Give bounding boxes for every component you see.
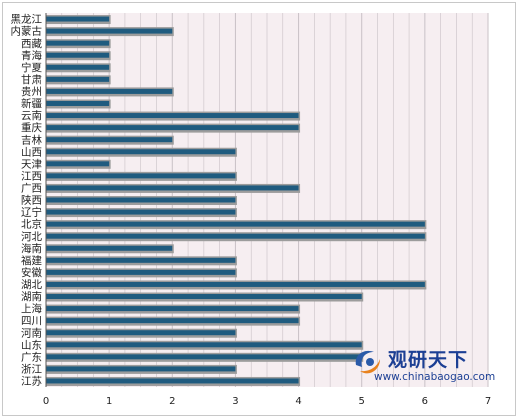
category-label: 天津 <box>21 158 42 170</box>
bar <box>46 125 299 131</box>
bar <box>46 378 299 384</box>
x-tick-label: 6 <box>422 396 428 407</box>
bar <box>46 16 110 22</box>
bar <box>46 294 362 300</box>
bar <box>46 76 110 82</box>
category-label: 黑龙江 <box>11 13 43 26</box>
x-tick-label: 3 <box>232 396 238 407</box>
category-label: 湖北 <box>21 279 42 291</box>
category-label: 湖南 <box>21 290 42 303</box>
bar <box>46 40 110 46</box>
category-label: 广东 <box>21 350 42 363</box>
bar <box>46 245 173 251</box>
category-label: 新疆 <box>21 97 42 110</box>
bar <box>46 257 236 263</box>
category-label: 安徽 <box>21 266 42 279</box>
category-label: 河北 <box>21 231 42 243</box>
chinabaogao-logo-icon <box>355 350 380 374</box>
bar <box>46 342 362 348</box>
bar <box>46 354 362 360</box>
category-label: 海南 <box>21 242 42 255</box>
bar <box>46 306 299 312</box>
category-label: 北京 <box>21 218 42 231</box>
category-label: 江西 <box>21 170 42 182</box>
x-tick-label: 2 <box>169 396 175 407</box>
bar <box>46 161 110 167</box>
category-label: 辽宁 <box>21 206 42 219</box>
category-label: 江苏 <box>21 375 42 388</box>
x-axis-ticks: 0 1 2 3 4 5 6 7 <box>43 396 491 407</box>
category-label: 福建 <box>21 254 42 267</box>
watermark: 观研天下 www.chinabaogao.com <box>350 345 500 387</box>
category-label: 云南 <box>21 109 42 122</box>
bar <box>46 330 236 336</box>
bar <box>46 113 299 119</box>
category-label: 浙江 <box>21 364 42 376</box>
x-tick-label: 0 <box>43 396 49 407</box>
x-tick-label: 7 <box>485 396 491 407</box>
bar <box>46 269 236 275</box>
category-label: 上海 <box>21 302 42 315</box>
x-tick-label: 1 <box>106 396 112 407</box>
category-label: 山东 <box>21 338 42 351</box>
category-label: 宁夏 <box>21 61 42 74</box>
bar <box>46 28 173 34</box>
category-label: 重庆 <box>21 121 42 134</box>
watermark-title: 观研天下 <box>388 349 469 371</box>
category-label: 山西 <box>21 146 42 158</box>
bar <box>46 149 236 155</box>
watermark-url: www.chinabaogao.com <box>374 371 496 383</box>
bar <box>46 137 173 143</box>
category-label: 吉林 <box>21 133 42 146</box>
bar <box>46 173 236 179</box>
category-label: 四川 <box>21 315 42 327</box>
category-label: 陕西 <box>21 194 42 207</box>
bar <box>46 185 299 191</box>
bar <box>46 209 236 215</box>
category-label: 内蒙古 <box>11 25 43 38</box>
bar <box>46 100 110 106</box>
category-label: 西藏 <box>21 38 42 50</box>
x-tick-label: 5 <box>359 396 365 407</box>
bar <box>46 318 299 324</box>
category-label: 广西 <box>21 183 42 195</box>
bars <box>46 15 427 386</box>
bar <box>46 366 236 372</box>
bar <box>46 52 110 58</box>
bar <box>46 281 425 287</box>
category-labels: 黑龙江内蒙古西藏青海宁夏甘肃贵州新疆云南重庆吉林山西天津江西广西陕西辽宁北京河北… <box>11 13 43 388</box>
bar <box>46 197 236 203</box>
bar <box>46 64 110 70</box>
x-tick-label: 4 <box>295 396 301 407</box>
bar <box>46 233 425 239</box>
category-label: 河南 <box>21 326 42 339</box>
bar <box>46 88 173 94</box>
category-label: 青海 <box>21 49 42 62</box>
category-label: 甘肃 <box>21 73 42 86</box>
category-label: 贵州 <box>21 85 42 98</box>
bar <box>46 221 425 227</box>
